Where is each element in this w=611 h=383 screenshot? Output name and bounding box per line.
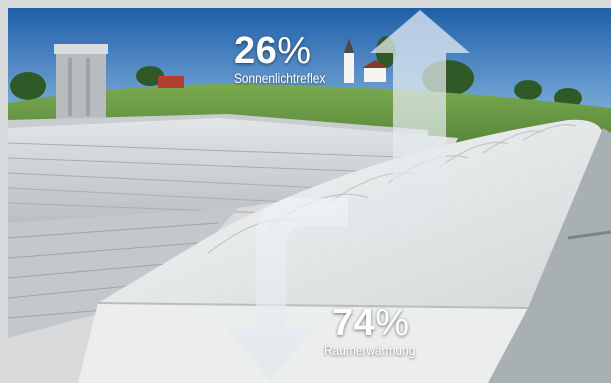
church [344, 38, 388, 83]
corrugated-roof [8, 118, 458, 223]
reflection-arrow [343, 10, 470, 226]
heating-percent-value: 74 [332, 302, 376, 344]
reflection-percent-value: 26 [234, 30, 278, 72]
side-wall [488, 128, 611, 383]
dome-base [78, 303, 528, 383]
heating-percent-unit: % [375, 302, 410, 344]
roof-skylight-photo [8, 8, 611, 383]
ventilation-stack [54, 44, 108, 120]
lower-roof [8, 208, 238, 338]
heating-stat: 74% Raumerwärmung [324, 302, 431, 357]
farm-building [158, 76, 184, 88]
reflection-percent-unit: % [277, 30, 312, 72]
heating-arrow [226, 198, 348, 380]
reflection-stat: 26% Sonnenlichtreflex [234, 32, 341, 85]
reflection-caption: Sonnenlichtreflex [234, 70, 326, 86]
heating-caption: Raumerwärmung [324, 342, 416, 358]
